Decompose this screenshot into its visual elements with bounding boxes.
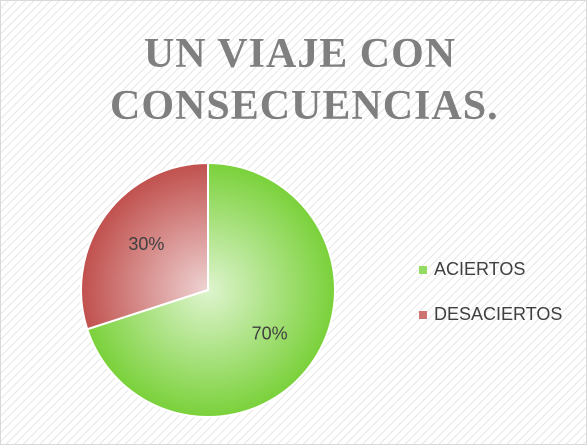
- legend-label: ACIERTOS: [434, 259, 525, 279]
- data-label: 70%: [252, 324, 288, 344]
- legend-label: DESACIERTOS: [434, 304, 562, 324]
- pie-slice: [85, 161, 336, 418]
- legend-swatch: [419, 311, 427, 319]
- pie-slice: [80, 161, 209, 331]
- data-label: 30%: [128, 234, 164, 254]
- chart-title: UN VIAJE CON CONSECUENCIAS.: [110, 31, 499, 129]
- legend-swatch: [419, 266, 427, 274]
